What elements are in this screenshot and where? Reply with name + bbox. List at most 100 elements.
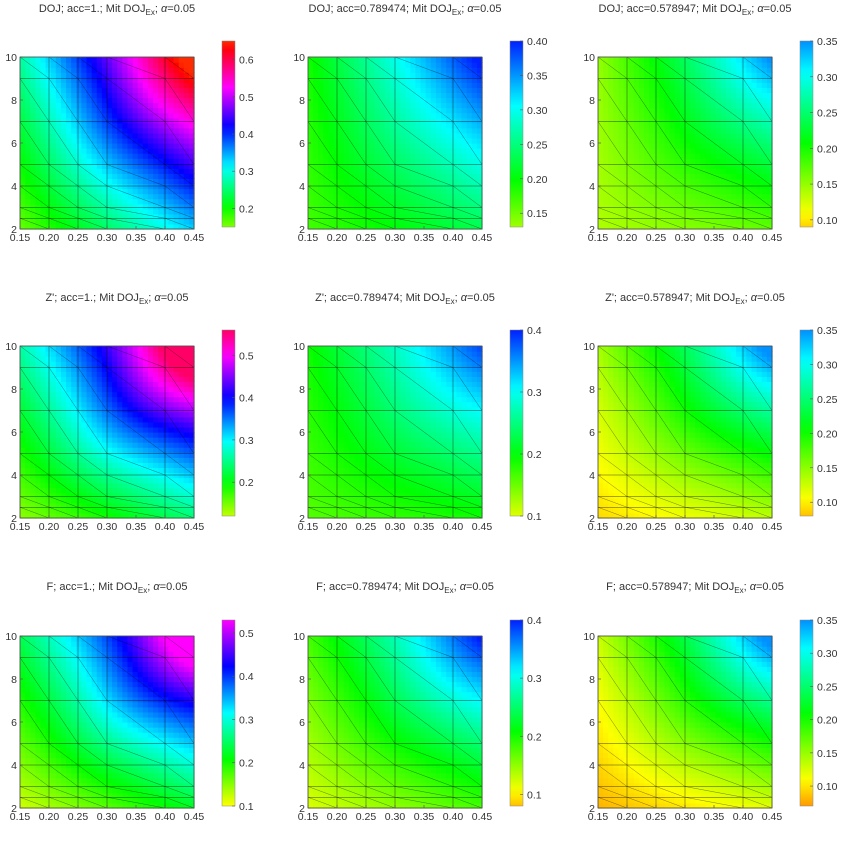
heatmap-cell — [395, 143, 401, 149]
heatmap-cell — [471, 122, 478, 129]
heatmap-cell — [756, 148, 763, 154]
mesh-diagonal — [655, 185, 686, 208]
heatmap-cell — [101, 122, 108, 129]
heatmap-cell — [715, 117, 722, 124]
heatmap-cell — [389, 77, 396, 83]
heatmap-cell — [736, 158, 742, 164]
heatmap-cell — [420, 117, 427, 124]
mesh-diagonal — [19, 453, 50, 476]
heatmap-cell — [168, 512, 175, 519]
heatmap-cell — [132, 158, 139, 164]
heatmap-cell — [91, 132, 98, 139]
heatmap-cell — [60, 67, 67, 73]
heatmap-cell — [695, 62, 701, 68]
heatmap-cell — [685, 203, 691, 210]
heatmap-cell — [441, 153, 447, 159]
heatmap-cell — [354, 117, 360, 124]
heatmap-cell — [107, 396, 113, 403]
heatmap-cell — [153, 112, 159, 119]
mesh-diagonal — [77, 474, 108, 497]
heatmap-cell — [163, 482, 170, 489]
heatmap-cell — [669, 87, 676, 94]
heatmap-cell — [55, 153, 62, 159]
heatmap-cell — [76, 452, 83, 458]
heatmap-cell — [147, 127, 154, 134]
heatmap-cell — [96, 213, 103, 220]
heatmap-cell — [333, 163, 340, 169]
heatmap-cell — [101, 391, 108, 398]
heatmap-cell — [618, 163, 625, 169]
heatmap-cell — [112, 208, 118, 215]
heatmap-cell — [40, 87, 47, 94]
heatmap-cell — [55, 82, 62, 88]
heatmap-cell — [112, 482, 118, 489]
panel-title: DOJ; acc=0.578947; Mit DOJEx; α=0.05 — [599, 3, 792, 17]
heatmap-cell — [86, 442, 93, 448]
heatmap-cell — [659, 72, 666, 78]
heatmap-cell — [669, 82, 676, 88]
heatmap-cell — [731, 178, 737, 185]
heatmap-cell — [318, 132, 324, 139]
heatmap-cell — [679, 72, 686, 78]
heatmap-cell — [163, 97, 170, 104]
colorbar — [799, 40, 814, 228]
heatmap-cell — [359, 72, 365, 78]
heatmap-cell — [659, 97, 666, 104]
mesh-diagonal — [626, 78, 657, 122]
heatmap-cell — [101, 411, 108, 418]
heatmap-cell — [158, 467, 164, 474]
heatmap-cell — [323, 132, 330, 139]
colorbar-tick-label: 0.30 — [817, 72, 838, 84]
heatmap-cell — [628, 178, 635, 185]
heatmap-cell — [163, 497, 170, 504]
heatmap-cell — [598, 193, 604, 200]
heatmap-cell — [456, 122, 463, 129]
mesh-diagonal — [19, 164, 50, 187]
heatmap-cell — [451, 163, 458, 169]
heatmap-cell — [117, 361, 123, 367]
heatmap-cell — [308, 178, 314, 185]
heatmap-cell — [76, 416, 83, 423]
heatmap-cell — [66, 163, 72, 169]
heatmap-cell — [400, 218, 406, 225]
heatmap-cell — [318, 223, 324, 230]
heatmap-cell — [328, 67, 335, 73]
heatmap-cell — [107, 426, 113, 433]
heatmap-cell — [158, 213, 164, 220]
heatmap-cell — [756, 67, 763, 73]
heatmap-cell — [715, 137, 722, 144]
heatmap-cell — [30, 351, 36, 357]
heatmap-cell — [690, 153, 696, 159]
heatmap-cell — [405, 112, 411, 119]
heatmap-cell — [705, 102, 712, 109]
heatmap-cell — [338, 112, 345, 119]
heatmap-cell — [318, 77, 324, 83]
heatmap-cell — [81, 371, 88, 377]
heatmap-cell — [374, 102, 381, 109]
heatmap-cell — [66, 77, 72, 83]
heatmap-cell — [628, 158, 635, 164]
heatmap-cell — [695, 153, 701, 159]
heatmap-cell — [96, 208, 103, 215]
heatmap-cell — [40, 178, 47, 185]
heatmap-cell — [451, 107, 458, 114]
heatmap-cell — [618, 97, 625, 104]
mesh-diagonal — [655, 121, 686, 165]
heatmap-cell — [603, 158, 609, 164]
heatmap-cell — [731, 173, 737, 180]
heatmap-cell — [456, 137, 463, 144]
heatmap-cell — [55, 406, 62, 413]
heatmap-cell — [761, 173, 768, 180]
heatmap-cell — [153, 218, 159, 225]
heatmap-cell — [122, 442, 129, 448]
heatmap-cell — [168, 203, 175, 210]
heatmap-cell — [598, 57, 604, 63]
heatmap-cell — [715, 183, 722, 190]
heatmap-cell — [690, 173, 696, 180]
heatmap-cell — [664, 132, 671, 139]
heatmap-cell — [313, 117, 319, 124]
heatmap-cell — [122, 77, 129, 83]
heatmap-cell — [471, 168, 478, 174]
heatmap-cell — [76, 92, 83, 99]
heatmap-cell — [476, 203, 483, 210]
